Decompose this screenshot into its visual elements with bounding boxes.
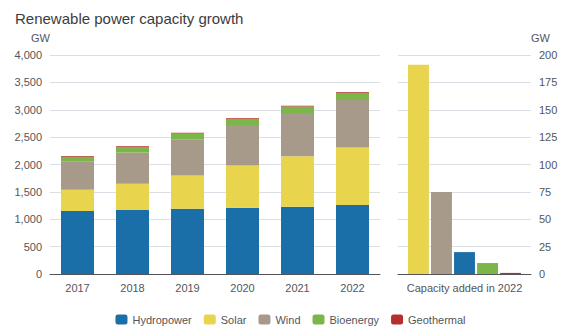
svg-text:GW: GW [531, 32, 551, 44]
svg-text:2021: 2021 [285, 282, 309, 294]
svg-text:75: 75 [539, 186, 551, 198]
svg-text:Bioenergy: Bioenergy [330, 314, 380, 326]
svg-text:Renewable power capacity growt: Renewable power capacity growth [15, 10, 243, 27]
svg-text:25: 25 [539, 241, 551, 253]
svg-text:Geothermal: Geothermal [408, 314, 465, 326]
svg-text:Hydropower: Hydropower [132, 314, 192, 326]
svg-text:2020: 2020 [230, 282, 254, 294]
svg-text:3,000: 3,000 [14, 104, 42, 116]
svg-text:GW: GW [31, 32, 51, 44]
svg-text:Capacity added in 2022: Capacity added in 2022 [407, 282, 523, 294]
svg-text:2018: 2018 [120, 282, 144, 294]
svg-text:4,000: 4,000 [14, 49, 42, 61]
svg-text:125: 125 [539, 131, 557, 143]
svg-text:50: 50 [539, 213, 551, 225]
svg-text:2019: 2019 [175, 282, 199, 294]
svg-text:2017: 2017 [65, 282, 89, 294]
svg-text:2,000: 2,000 [14, 159, 42, 171]
svg-text:1,500: 1,500 [14, 186, 42, 198]
svg-text:175: 175 [539, 76, 557, 88]
svg-text:Wind: Wind [275, 314, 300, 326]
svg-text:0: 0 [36, 268, 42, 280]
svg-text:2022: 2022 [340, 282, 364, 294]
svg-text:150: 150 [539, 104, 557, 116]
svg-text:100: 100 [539, 159, 557, 171]
svg-text:200: 200 [539, 49, 557, 61]
svg-text:2,500: 2,500 [14, 131, 42, 143]
svg-text:500: 500 [24, 241, 42, 253]
svg-text:Solar: Solar [221, 314, 247, 326]
svg-text:1,000: 1,000 [14, 213, 42, 225]
svg-text:3,500: 3,500 [14, 76, 42, 88]
svg-text:0: 0 [539, 268, 545, 280]
